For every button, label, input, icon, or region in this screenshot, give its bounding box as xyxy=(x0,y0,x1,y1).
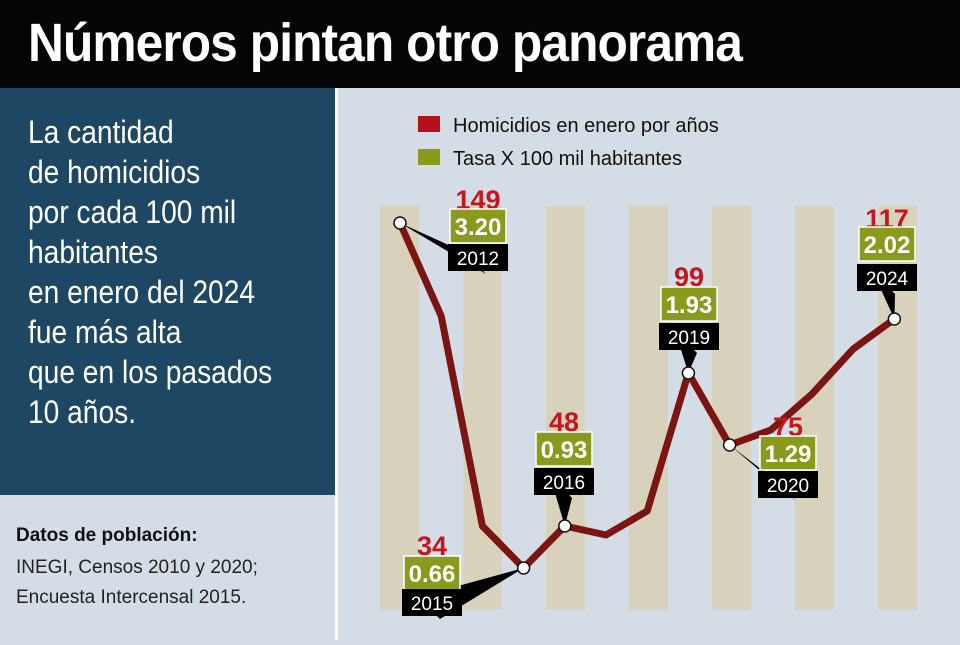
year-label: 2015 xyxy=(411,594,453,615)
summary-line: por cada 100 mil xyxy=(28,194,237,230)
homicides-series-line xyxy=(396,219,898,572)
legend-label-rate: Tasa X 100 mil habitantes xyxy=(453,148,682,170)
rate-value-box xyxy=(403,555,461,591)
point-markers xyxy=(393,216,902,575)
source-note: Datos de población: INEGI, Censos 2010 y… xyxy=(0,495,335,640)
legend: Homicidios en enero por años Tasa X 100 … xyxy=(418,115,719,170)
data-point-marker xyxy=(887,312,902,326)
year-box xyxy=(534,468,594,495)
rate-value-box xyxy=(759,435,817,471)
rate-value-box xyxy=(449,208,507,244)
year-box xyxy=(758,471,818,498)
year-bands xyxy=(380,206,917,610)
rate-value-label: 2.02 xyxy=(864,232,911,259)
year-band xyxy=(629,206,668,610)
rate-value-label: 0.66 xyxy=(409,561,456,588)
summary-line: 10 años. xyxy=(28,394,137,430)
panel-divider xyxy=(335,88,338,640)
summary-line: La cantidad xyxy=(28,114,174,150)
year-label: 2012 xyxy=(457,249,499,270)
rate-value-label: 3.20 xyxy=(455,214,502,241)
summary-line: en enero del 2024 xyxy=(28,274,256,310)
legend-label-homicides: Homicidios en enero por años xyxy=(453,115,719,137)
year-label: 2016 xyxy=(543,473,585,494)
data-point-marker xyxy=(558,519,572,533)
year-box xyxy=(857,264,917,291)
rate-value-box xyxy=(535,431,593,467)
legend-swatch-homicides xyxy=(418,116,440,132)
year-label: 2019 xyxy=(668,328,710,349)
year-band xyxy=(712,206,751,610)
rate-value-box xyxy=(660,286,718,322)
year-box xyxy=(402,589,462,616)
summary-text: La cantidad de homicidios por cada 100 m… xyxy=(28,112,292,432)
year-label: 2024 xyxy=(866,269,909,290)
summary-line: habitantes xyxy=(28,234,158,270)
title-bar: Números pintan otro panorama xyxy=(0,0,960,88)
chart-area: Homicidios en enero por años Tasa X 100 … xyxy=(335,88,960,640)
year-band xyxy=(380,206,419,610)
legend-swatch-rate xyxy=(418,149,440,165)
rate-value-label: 1.29 xyxy=(765,441,812,468)
rate-value-label: 1.93 xyxy=(666,292,713,319)
source-title: Datos de población: xyxy=(16,525,198,546)
summary-panel: La cantidad de homicidios por cada 100 m… xyxy=(0,88,335,495)
data-point-marker xyxy=(393,216,407,230)
source-line-1: INEGI, Censos 2010 y 2020; xyxy=(16,557,258,578)
rate-value-box xyxy=(858,226,916,262)
data-point-marker xyxy=(516,561,531,575)
year-box xyxy=(448,244,508,271)
rate-value-label: 0.93 xyxy=(541,437,588,464)
data-point-marker xyxy=(722,438,737,452)
callouts: 1493.202012340.662015480.932016991.93201… xyxy=(402,185,917,616)
year-box xyxy=(659,323,719,350)
page-title: Números pintan otro panorama xyxy=(28,13,743,73)
source-line-2: Encuesta Intercensal 2015. xyxy=(16,587,247,608)
line-chart: Homicidios en enero por años Tasa X 100 … xyxy=(380,115,917,619)
summary-line: de homicidios xyxy=(28,154,201,190)
year-label: 2020 xyxy=(767,476,809,497)
year-band xyxy=(795,206,834,610)
summary-line: que en los pasados xyxy=(28,354,273,390)
data-point-marker xyxy=(681,366,696,380)
summary-line: fue más alta xyxy=(28,314,182,350)
